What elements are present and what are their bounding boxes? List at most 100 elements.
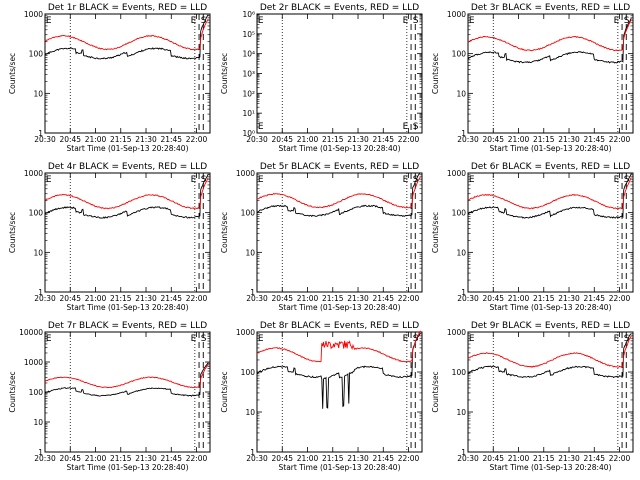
event-marker-s: S	[413, 334, 419, 344]
x-tick-label: 22:00	[398, 454, 420, 463]
x-tick-label: 20:30	[457, 294, 479, 303]
y-tick-label: 1000	[24, 10, 43, 19]
y-tick-label: 100	[29, 388, 44, 397]
panel-3r: Det 3r BLACK = Events, RED = LLD 1 10 100 10…	[431, 3, 634, 153]
event-marker-e: E	[469, 334, 475, 344]
x-tick-label: 21:30	[347, 135, 369, 144]
plot-frame	[44, 331, 211, 453]
x-axis-label: Start Time (01-Sep-13 20:28:40)	[279, 144, 401, 153]
y-tick-label: 10	[245, 248, 255, 257]
plot-frame	[467, 13, 634, 134]
plot-frame	[256, 13, 423, 134]
x-tick-label: 21:45	[372, 294, 394, 303]
panel-4r: Det 4r BLACK = Events, RED = LLD 1 10 100 10…	[8, 162, 211, 312]
y-tick-label: 10	[456, 408, 466, 417]
plot-frame	[467, 172, 634, 293]
x-tick-label: 21:30	[558, 454, 580, 463]
x-tick-label: 22:00	[398, 135, 420, 144]
y-tick-label: 1000	[236, 328, 255, 337]
panel-8r: Det 8r BLACK = Events, RED = LLD 1 10 100 10…	[220, 321, 423, 472]
x-tick-label: 21:15	[533, 454, 555, 463]
y-tick-label: 1	[38, 129, 43, 138]
event-marker-s: S	[201, 334, 207, 344]
series-events-line	[257, 172, 421, 218]
y-tick-label: 10000	[19, 328, 43, 337]
x-tick-label: 21:15	[110, 294, 132, 303]
panel-title: Det 8r BLACK = Events, RED = LLD	[260, 321, 419, 331]
event-marker-e: E	[469, 16, 475, 26]
panel-1r: Det 1r BLACK = Events, RED = LLD 1 10 100 10…	[8, 3, 211, 153]
y-tick-label: 1000	[447, 169, 466, 178]
event-marker-e: E	[469, 175, 475, 185]
panel-title: Det 2r BLACK = Events, RED = LLD	[260, 3, 419, 13]
x-tick-label: 20:45	[59, 294, 81, 303]
series-events-line	[44, 362, 209, 397]
y-tick-label: 1	[461, 129, 466, 138]
x-tick-label: 20:45	[482, 135, 504, 144]
series-lld-line	[467, 335, 632, 368]
x-tick-label: 21:30	[135, 294, 157, 303]
series-lld-line	[256, 176, 421, 209]
x-axis-label: Start Time (01-Sep-13 20:28:40)	[67, 144, 189, 153]
y-axis-label: Counts/sec	[220, 53, 229, 94]
y-tick-label: 1	[461, 288, 466, 297]
x-tick-label: 21:30	[347, 294, 369, 303]
series-events-line	[44, 14, 209, 60]
x-tick-label: 21:30	[347, 454, 369, 463]
y-tick-label: 100	[452, 368, 467, 377]
plot-frame	[44, 172, 211, 293]
x-tick-label: 21:00	[508, 454, 530, 463]
event-marker-e: E	[46, 175, 52, 185]
x-tick-label: 20:30	[246, 454, 268, 463]
x-tick-label: 22:00	[186, 294, 208, 303]
x-tick-label: 20:30	[34, 294, 56, 303]
event-marker-s: S	[201, 16, 207, 26]
y-tick-label: 100	[241, 209, 256, 218]
series-lld-line	[467, 177, 632, 210]
x-tick-label: 21:30	[135, 135, 157, 144]
y-axis-label: Counts/sec	[8, 371, 17, 412]
x-tick-label: 20:30	[34, 454, 56, 463]
x-tick-label: 21:00	[508, 294, 530, 303]
x-tick-label: 21:00	[297, 454, 319, 463]
y-tick-label: 1	[250, 448, 255, 457]
x-axis-label: Start Time (01-Sep-13 20:28:40)	[67, 463, 189, 472]
x-tick-label: 20:45	[271, 454, 293, 463]
panel-title: Det 6r BLACK = Events, RED = LLD	[471, 162, 630, 172]
x-tick-label: 21:45	[372, 454, 394, 463]
y-axis-label: Counts/sec	[431, 212, 440, 253]
y-tick-label: 1	[461, 448, 466, 457]
x-tick-label: 21:45	[583, 294, 605, 303]
series-lld-line	[44, 177, 209, 210]
series-lld-line	[44, 18, 209, 51]
series-events-line	[467, 17, 632, 64]
y-tick-label: 100	[452, 209, 467, 218]
x-tick-label: 21:15	[110, 454, 132, 463]
event-marker-e: E	[46, 16, 52, 26]
x-tick-label: 21:30	[135, 454, 157, 463]
panel-title: Det 7r BLACK = Events, RED = LLD	[48, 321, 207, 331]
event-marker-s: S	[413, 175, 419, 185]
x-tick-label: 20:30	[246, 135, 268, 144]
panel-title: Det 9r BLACK = Events, RED = LLD	[471, 321, 630, 331]
x-tick-label: 22:00	[609, 135, 631, 144]
x-tick-label: 21:45	[583, 135, 605, 144]
event-marker-s: S	[201, 175, 207, 185]
series-lld-line	[44, 364, 209, 389]
y-tick-label: 10	[245, 408, 255, 417]
y-tick-label: 10	[456, 248, 466, 257]
event-marker-e: E	[191, 16, 197, 26]
panel-title: Det 3r BLACK = Events, RED = LLD	[471, 3, 630, 13]
x-tick-label: 21:30	[558, 294, 580, 303]
event-marker-e: E	[403, 122, 409, 132]
y-tick-label: 1000	[24, 169, 43, 178]
x-tick-label: 20:30	[246, 294, 268, 303]
x-tick-label: 21:15	[533, 135, 555, 144]
y-tick-label: 1000	[447, 10, 466, 19]
x-tick-label: 21:30	[558, 135, 580, 144]
x-axis-label: Start Time (01-Sep-13 20:28:40)	[279, 303, 401, 312]
y-tick-label: 1	[250, 288, 255, 297]
panel-2r: Det 2r BLACK = Events, RED = LLD 10⁰ 10¹ 10…	[220, 3, 423, 153]
x-tick-label: 21:00	[297, 135, 319, 144]
x-tick-label: 21:15	[322, 294, 344, 303]
